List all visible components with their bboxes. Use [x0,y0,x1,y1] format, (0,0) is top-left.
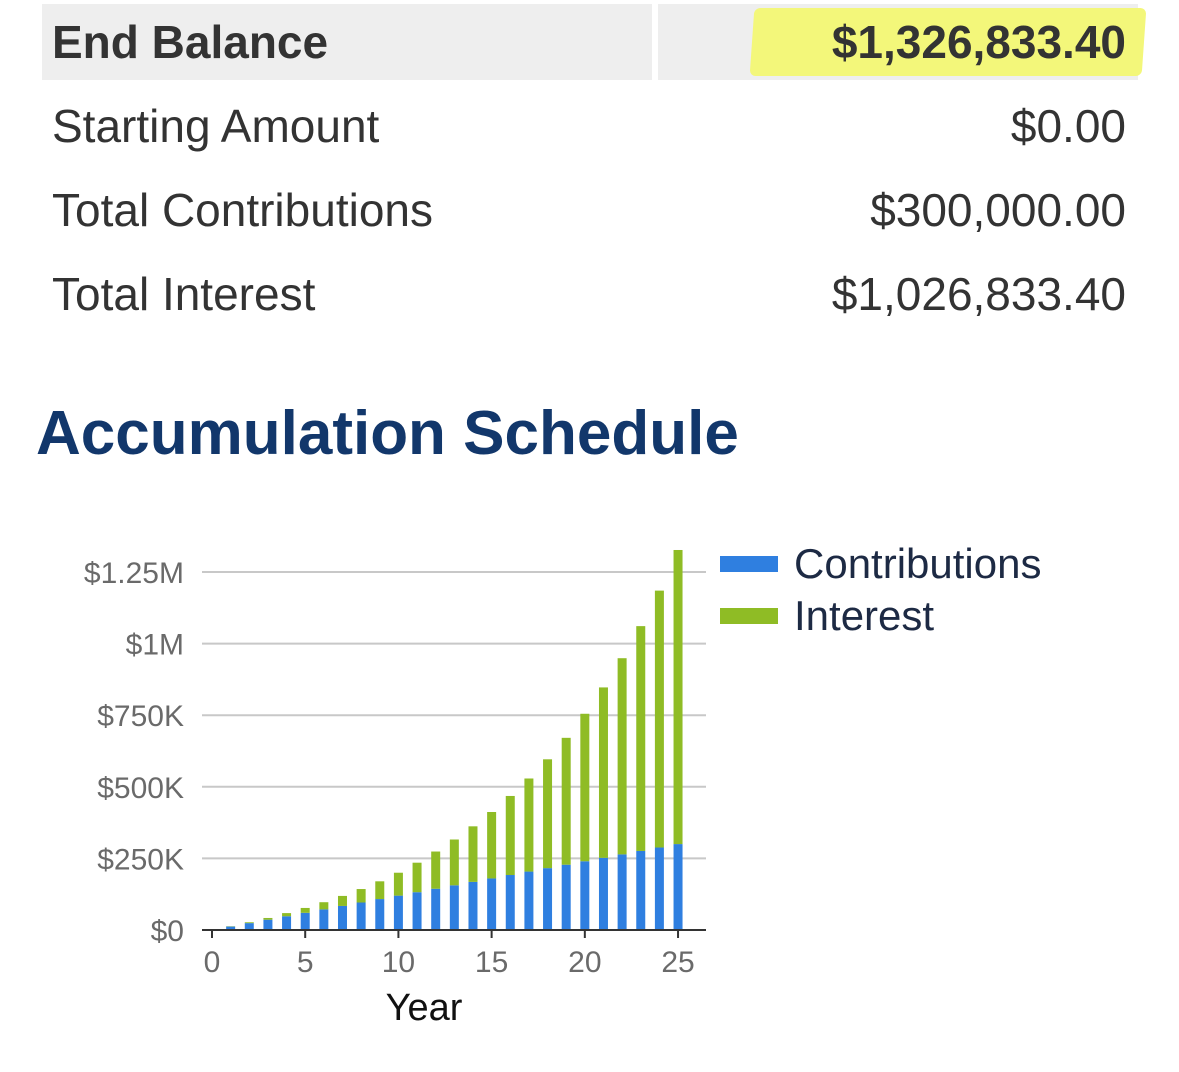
bar-interest [282,913,292,917]
bar-contributions [487,878,497,930]
x-tick-label: 0 [204,946,221,979]
starting-amount-row: Starting Amount $0.00 [42,84,1138,168]
bar-interest [598,687,608,858]
y-axis-labels: $0 $250K $500K $750K $1M $1.25M [84,557,184,948]
y-tick-label: $1M [126,629,184,662]
starting-amount-label: Starting Amount [52,100,380,152]
bar-contributions [598,857,608,930]
section-title: Accumulation Schedule [36,399,739,468]
end-balance-label-cell [42,4,652,80]
legend: Contributions Interest [720,540,1041,639]
end-balance-value: $1,326,833.40 [831,16,1126,68]
y-tick-label: $0 [151,915,184,948]
bar-contributions [319,909,329,930]
bar-contributions [524,871,534,930]
bar-contributions [375,899,385,930]
bar-interest [654,590,664,848]
bar-interest [375,881,385,900]
bar-contributions [356,902,366,930]
x-tick-label: 20 [568,946,601,979]
bar-contributions [431,888,441,930]
end-balance-label: End Balance [52,16,329,68]
bar-interest [636,626,646,851]
bar-contributions [505,875,515,930]
end-balance-row: End Balance $1,326,833.40 [42,4,1147,88]
bar-interest [244,922,254,924]
x-tick-label: 5 [297,946,314,979]
x-tick-label: 15 [475,946,508,979]
accumulation-chart: $0 $250K $500K $750K $1M $1.25M 0 5 10 15 20 25 Ye… [84,540,1042,1029]
x-axis-title: Year [386,987,463,1029]
bar-interest [580,713,590,862]
bar-contributions [244,923,254,930]
bar-contributions [226,926,236,930]
bar-interest [263,917,273,920]
total-interest-value: $1,026,833.40 [831,268,1126,320]
y-tick-label: $750K [97,700,184,733]
bar-contributions [673,844,683,930]
bars [226,549,683,930]
x-axis-labels: 0 5 10 15 20 25 [204,946,695,979]
bar-interest [673,549,683,845]
bar-interest [561,737,571,865]
legend-label-contributions: Contributions [794,540,1041,587]
y-tick-label: $500K [97,772,184,805]
bar-contributions [412,892,422,930]
legend-label-interest: Interest [794,592,934,639]
bar-interest [319,902,329,910]
x-tick-label: 25 [661,946,694,979]
bar-contributions [449,885,459,930]
bar-interest [524,778,534,872]
bar-contributions [636,850,646,930]
bar-contributions [580,861,590,930]
x-axis [202,929,706,938]
bar-interest [412,862,422,893]
bar-interest [431,851,441,889]
bar-interest [617,658,627,855]
bar-contributions [654,847,664,930]
y-tick-label: $250K [97,843,184,876]
legend-swatch-interest [720,608,778,624]
bar-interest [487,812,497,879]
bar-contributions [337,905,347,930]
bar-interest [449,839,459,886]
bar-interest [505,795,515,876]
total-contributions-row: Total Contributions $300,000.00 [42,168,1138,252]
bar-contributions [393,895,403,930]
bar-interest [393,872,403,896]
bar-interest [300,907,310,913]
grid-lines [202,571,706,860]
bar-contributions [543,868,553,930]
bar-contributions [617,854,627,930]
bar-contributions [282,916,292,930]
starting-amount-value: $0.00 [1010,100,1126,152]
bar-contributions [263,919,273,930]
bar-contributions [468,881,478,930]
total-contributions-value: $300,000.00 [870,184,1126,236]
bar-contributions [561,864,571,930]
bar-interest [337,895,347,906]
bar-contributions [300,912,310,930]
bar-interest [468,826,478,882]
legend-swatch-contributions [720,556,778,572]
y-tick-label: $1.25M [84,557,184,590]
total-interest-row: Total Interest $1,026,833.40 [42,252,1138,336]
bar-interest [356,889,366,903]
total-interest-label: Total Interest [52,268,316,320]
total-contributions-label: Total Contributions [52,184,433,236]
x-tick-label: 10 [382,946,415,979]
bar-interest [543,759,553,869]
